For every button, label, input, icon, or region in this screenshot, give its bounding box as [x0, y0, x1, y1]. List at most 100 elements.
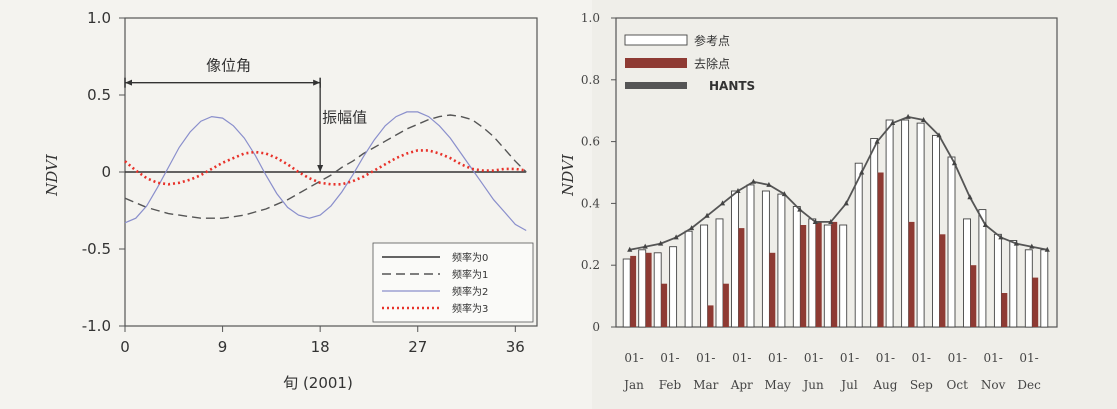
hants-point: [781, 191, 787, 197]
hants-point: [688, 225, 695, 231]
hants-point: [936, 132, 942, 138]
hants-point: [658, 240, 664, 246]
hants-point: [982, 222, 989, 228]
reference-bar: [839, 224, 848, 328]
right-legend-swatch-reference: [624, 34, 688, 46]
removed-bar: [815, 221, 822, 327]
left-legend-label-3: 频率为3: [452, 302, 488, 315]
left-legend-box: [372, 242, 534, 323]
left-y-axis-label: NDVI: [43, 153, 61, 197]
left-y-tick-label: 1.0: [87, 9, 111, 27]
hants-point: [890, 120, 896, 126]
reference-bar: [1040, 249, 1049, 328]
right-x-tick-month: Sep: [910, 378, 933, 392]
left-x-axis-label: 旬 (2001): [283, 374, 353, 392]
reference-bar: [901, 119, 910, 328]
hants-point: [1029, 243, 1035, 249]
reference-bar: [993, 233, 1002, 328]
hants-point: [812, 218, 818, 224]
left-series-line-freq-2: [124, 111, 527, 232]
left-series-line-freq-1: [124, 114, 527, 219]
hants-point: [998, 234, 1004, 240]
right-x-tick-day: 01-: [660, 351, 679, 365]
reference-bar: [978, 209, 987, 328]
right-x-tick-month: May: [765, 378, 791, 392]
right-panel-background: [592, 0, 1117, 409]
left-legend: 频率为0 频率为1 频率为2 频率为3: [372, 242, 534, 323]
amplitude-annotation-label: 振幅值: [322, 109, 367, 127]
right-x-tick-day: 01-: [624, 351, 643, 365]
hants-point: [704, 212, 710, 218]
left-x-tick-label: 18: [311, 338, 330, 356]
hants-point: [1044, 246, 1050, 252]
right-legend-swatch-removed: [625, 58, 687, 68]
right-legend-swatch-hants: [625, 82, 687, 89]
right-legend-label-hants: HANTS: [709, 79, 755, 93]
right-x-tick-day: 01-: [876, 351, 895, 365]
right-x-tick-month: Aug: [872, 378, 897, 392]
hants-point: [627, 246, 633, 252]
phase-arrow-head-right: [313, 79, 321, 86]
hants-point: [828, 218, 834, 224]
right-y-tick-label: 0.4: [581, 196, 600, 210]
right-legend-label-reference: 参考点: [694, 33, 730, 48]
right-x-ticks: 01- Jan 01- Feb 01- Mar 01- Apr 01- May 01- Jun 01- J…: [622, 351, 1041, 392]
hants-point: [1013, 240, 1019, 246]
removed-bar: [800, 225, 807, 327]
right-y-tick-label: 1.0: [581, 11, 600, 25]
right-y-axis-label: NDVI: [559, 153, 577, 197]
left-legend-label-2: 频率为2: [452, 285, 488, 298]
right-x-tick-day: 01-: [984, 351, 1003, 365]
reference-bar: [715, 218, 724, 328]
hants-point: [673, 234, 679, 240]
hants-point: [951, 160, 958, 166]
right-x-tick-month: Jun: [801, 378, 824, 392]
reference-bar: [669, 246, 678, 328]
removed-bar: [661, 283, 668, 327]
hants-point: [766, 181, 772, 187]
right-x-tick-day: 01-: [948, 351, 967, 365]
left-legend-label-0: 频率为0: [452, 251, 488, 264]
right-y-tick-label: 0.8: [581, 73, 600, 87]
left-y-tick-label: 0: [101, 163, 111, 181]
removed-bar: [939, 234, 946, 327]
removed-bar: [645, 252, 652, 327]
removed-bar: [877, 172, 884, 327]
reference-bar: [1009, 240, 1018, 328]
reference-bar: [653, 252, 662, 328]
removed-bar: [723, 283, 729, 327]
removed-bar: [738, 228, 745, 327]
right-x-tick-day: 01-: [840, 351, 859, 365]
left-x-tick-label: 9: [218, 338, 228, 356]
hants-point: [642, 243, 648, 249]
right-x-tick-day: 01-: [732, 351, 751, 365]
right-x-tick-month: Nov: [981, 378, 1006, 392]
left-series-lines: [124, 111, 527, 232]
right-bars: [622, 119, 1049, 328]
right-x-tick-day: 01-: [696, 351, 715, 365]
right-y-tick-label: 0: [592, 320, 600, 334]
right-x-tick-month: Dec: [1017, 378, 1041, 392]
right-x-tick-month: Apr: [730, 378, 753, 392]
right-x-tick-month: Feb: [659, 378, 682, 392]
reference-bar: [885, 119, 894, 328]
removed-bar: [707, 305, 714, 327]
right-y-ticks: 1.0 0.8 0.6 0.4 0.2 0: [581, 11, 616, 334]
hants-point: [920, 116, 927, 122]
right-x-tick-day: 01-: [1019, 351, 1038, 365]
left-x-tick-label: 27: [408, 338, 427, 356]
hants-point: [905, 113, 911, 119]
removed-bar: [1001, 293, 1008, 327]
reference-bar: [761, 190, 770, 328]
right-y-tick-label: 0.2: [581, 258, 600, 272]
reference-bar: [700, 224, 709, 328]
hants-point: [874, 138, 880, 144]
right-y-tick-label: 0.6: [581, 135, 600, 149]
left-x-ticks: 0 9 18 27 36: [120, 326, 525, 356]
hants-point: [719, 200, 726, 206]
right-x-tick-day: 01-: [912, 351, 931, 365]
reference-bar: [1024, 249, 1033, 328]
